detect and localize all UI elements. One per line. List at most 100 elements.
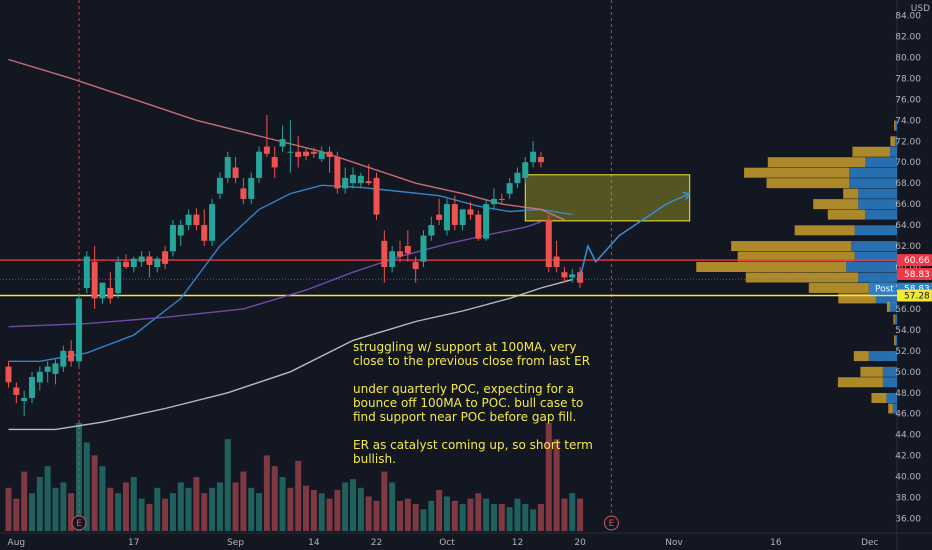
volume-bar xyxy=(318,493,325,531)
candle-body xyxy=(240,188,247,199)
volume-bar xyxy=(451,500,458,531)
earnings-marker-circle[interactable] xyxy=(71,515,87,531)
annotation-line: under quarterly POC, expecting for a xyxy=(353,382,574,396)
candle-body xyxy=(412,261,419,270)
profile-bar-up xyxy=(894,136,897,147)
volume-bar xyxy=(436,489,443,531)
x-tick-label: Oct xyxy=(439,538,455,548)
volume-bar xyxy=(107,487,114,531)
candle-body xyxy=(146,256,153,265)
volume-bar xyxy=(91,455,98,531)
candle-body xyxy=(310,151,317,154)
x-tick-label: 12 xyxy=(512,538,523,548)
candle-body xyxy=(498,198,505,200)
y-tick-label: 56.00 xyxy=(895,305,921,315)
volume-bar xyxy=(467,498,474,531)
profile-bar-down xyxy=(696,262,847,272)
profile-bar-down xyxy=(860,366,883,377)
volume-bar xyxy=(177,482,184,531)
volume-bar xyxy=(36,477,43,531)
volume-bar xyxy=(530,509,537,531)
volume-bar xyxy=(483,498,490,531)
y-tick-label: 76.00 xyxy=(895,95,921,105)
profile-bar-up xyxy=(894,314,897,325)
volume-bar xyxy=(389,482,396,531)
candle-body xyxy=(490,198,497,205)
profile-bar-up xyxy=(854,225,897,236)
candle-body xyxy=(68,350,75,362)
time-axis[interactable]: Aug 17 Sep 14 22 Oct 12 20 Nov 16 Dec xyxy=(8,538,879,548)
candle-body xyxy=(122,261,129,267)
profile-bar-up xyxy=(858,188,897,199)
profile-bar-up xyxy=(858,272,897,283)
x-tick-label: Nov xyxy=(665,538,683,548)
post-tag: Post xyxy=(875,285,894,295)
volume-bar xyxy=(553,439,560,531)
candle-body xyxy=(36,371,43,383)
currency-label: USD xyxy=(911,4,930,14)
volume-bar xyxy=(365,496,372,531)
projection-arrowhead xyxy=(682,191,691,200)
y-tick-label: 80.00 xyxy=(895,53,921,63)
volume-bar xyxy=(130,477,137,531)
profile-bar-up xyxy=(858,199,897,210)
profile-bar-down xyxy=(852,146,890,157)
volume-bar xyxy=(28,493,35,531)
volume-bar xyxy=(475,493,482,531)
volume-bar xyxy=(185,487,192,531)
annotation-line: ER as catalyst coming up, so short term xyxy=(353,438,593,452)
volume-bar xyxy=(295,460,302,531)
earnings-marker-circle[interactable] xyxy=(603,515,619,531)
candle-body xyxy=(514,172,521,184)
profile-bar-down xyxy=(890,136,895,147)
candle-body xyxy=(28,377,35,398)
candle-body xyxy=(451,204,458,226)
profile-bar-up xyxy=(895,120,897,131)
profile-bar-up xyxy=(849,167,897,178)
volume-bar xyxy=(216,482,223,531)
candle-body xyxy=(545,219,552,267)
support-price-badge-bg xyxy=(897,289,932,302)
candle-body xyxy=(420,235,427,262)
candle-body xyxy=(138,256,145,262)
volume-bar xyxy=(498,504,505,531)
candle-body xyxy=(232,167,239,178)
candle-body xyxy=(177,225,184,236)
annotation-line: bullish. xyxy=(353,452,396,466)
profile-bar-down xyxy=(853,351,869,362)
profile-bar-up xyxy=(882,377,897,388)
volume-bar xyxy=(428,500,435,531)
profile-bar-down xyxy=(894,120,896,131)
y-tick-label: 74.00 xyxy=(895,116,921,126)
candle-body xyxy=(169,225,176,252)
volume-bar xyxy=(310,489,317,531)
x-tick-label: Aug xyxy=(8,538,26,548)
annotation-line: bounce off 100MA to POC. bull case to xyxy=(353,396,583,410)
candle-body xyxy=(506,183,513,194)
profile-bar-down xyxy=(838,293,876,304)
candle-body xyxy=(428,225,435,236)
volume-bar xyxy=(99,466,106,531)
volume-bar xyxy=(138,498,145,531)
volume-bar xyxy=(83,442,90,531)
y-tick-label: 62.00 xyxy=(895,242,921,252)
profile-bar-down xyxy=(843,188,859,199)
candle-body xyxy=(357,175,364,184)
candle-body xyxy=(115,261,122,294)
candlesticks xyxy=(5,115,584,416)
volume-bar xyxy=(490,504,497,531)
volume-bar xyxy=(146,504,153,531)
volume-bar xyxy=(60,482,67,531)
volume-bar xyxy=(232,482,239,531)
profile-bar-up xyxy=(868,351,897,362)
candle-body xyxy=(459,209,466,226)
profile-bar-up xyxy=(889,301,897,312)
candle-body xyxy=(381,240,388,267)
volume-bar xyxy=(122,482,129,531)
moving-average-line xyxy=(8,58,565,221)
candle-body xyxy=(318,151,325,160)
volume-bar xyxy=(561,498,568,531)
profile-bar-down xyxy=(794,225,855,236)
